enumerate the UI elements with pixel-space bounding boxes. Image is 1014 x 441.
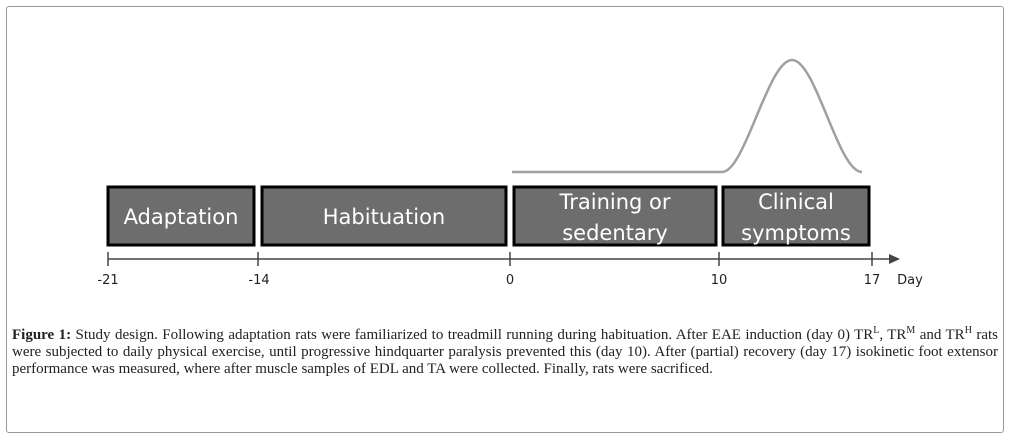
study-design-diagram: Adaptation Habituation Training or seden… [97, 58, 923, 288]
caption-text: and TR [915, 327, 965, 343]
phase-label-training-line1: Training or [558, 190, 670, 214]
superscript-h: H [964, 325, 972, 336]
tick-label-17: 17 [864, 273, 881, 288]
tick-label-10: 10 [711, 273, 728, 288]
tick-label-minus21: -21 [97, 273, 118, 288]
severity-curve [512, 58, 863, 174]
tick-label-0: 0 [506, 273, 514, 288]
phase-box-training [512, 185, 718, 247]
tick-label-minus14: -14 [248, 273, 269, 288]
phase-box-habituation [260, 185, 508, 247]
phase-label-clinical-line2: symptoms [741, 221, 851, 245]
caption-text: rats were subjected to daily physical ex… [12, 327, 998, 377]
phase-label-habituation: Habituation [323, 205, 445, 229]
phase-box-adaptation [106, 185, 256, 247]
figure-caption: Figure 1: Study design. Following adapta… [12, 325, 998, 378]
phase-label-training-line2: sedentary [562, 221, 668, 245]
superscript-m: M [906, 325, 916, 336]
timeline-arrowhead [889, 254, 900, 264]
phase-label-clinical-line1: Clinical [758, 190, 834, 214]
caption-text: Study design. Following adaptation rats … [71, 327, 874, 343]
superscript-l: L [873, 325, 880, 336]
axis-unit-label: Day [897, 273, 923, 288]
caption-text: , TR [879, 327, 907, 343]
phase-label-adaptation: Adaptation [124, 205, 239, 229]
phase-box-clinical [721, 185, 871, 247]
figure-label: Figure 1: [12, 327, 72, 343]
